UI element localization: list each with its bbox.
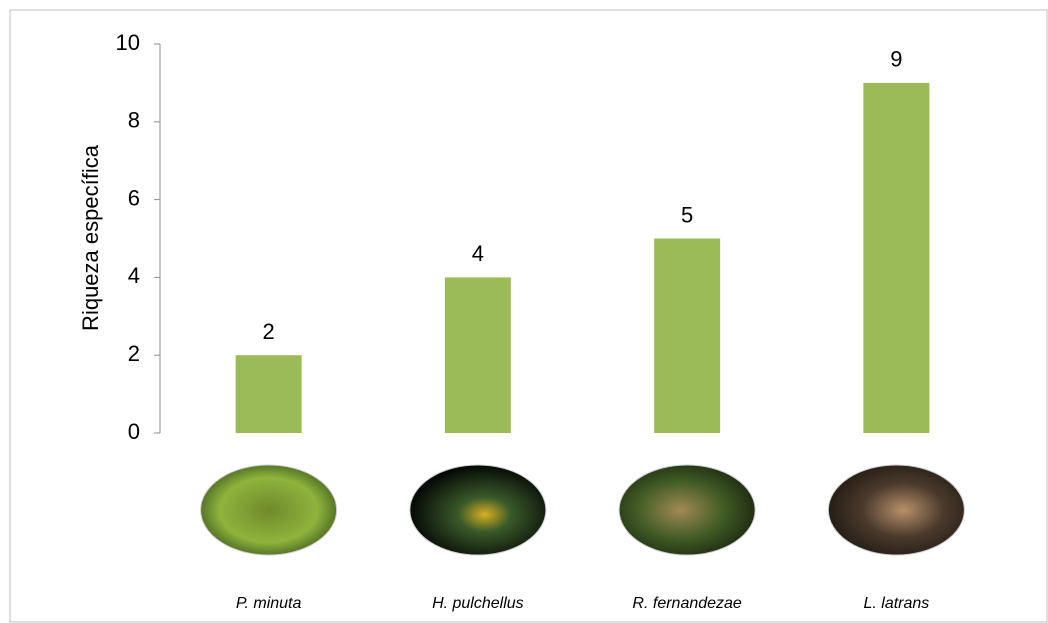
data-label: 2 (263, 319, 275, 344)
x-tick-label: R. fernandezae (632, 595, 742, 612)
y-axis-label: Riqueza específica (78, 144, 103, 331)
bar (863, 82, 930, 434)
x-tick-label: P. minuta (236, 595, 302, 612)
species-photo (618, 464, 756, 556)
species-photo (409, 464, 547, 556)
y-tick-label: 6 (128, 185, 140, 210)
x-tick-label: H. pulchellus (432, 595, 524, 612)
y-tick-label: 2 (128, 341, 140, 366)
species-photo (200, 464, 338, 556)
y-tick-label: 0 (128, 419, 140, 444)
x-tick-label: L. latrans (863, 595, 929, 612)
y-tick-label: 8 (128, 108, 140, 133)
data-label: 4 (472, 241, 484, 266)
data-label: 5 (681, 202, 693, 227)
data-label: 9 (890, 47, 902, 72)
y-tick-label: 4 (128, 263, 140, 288)
bar (235, 355, 302, 433)
bar (444, 277, 511, 433)
species-photo (827, 464, 965, 556)
y-tick-label: 10 (116, 30, 140, 55)
bar (654, 238, 721, 433)
chart-frame (9, 9, 1048, 623)
